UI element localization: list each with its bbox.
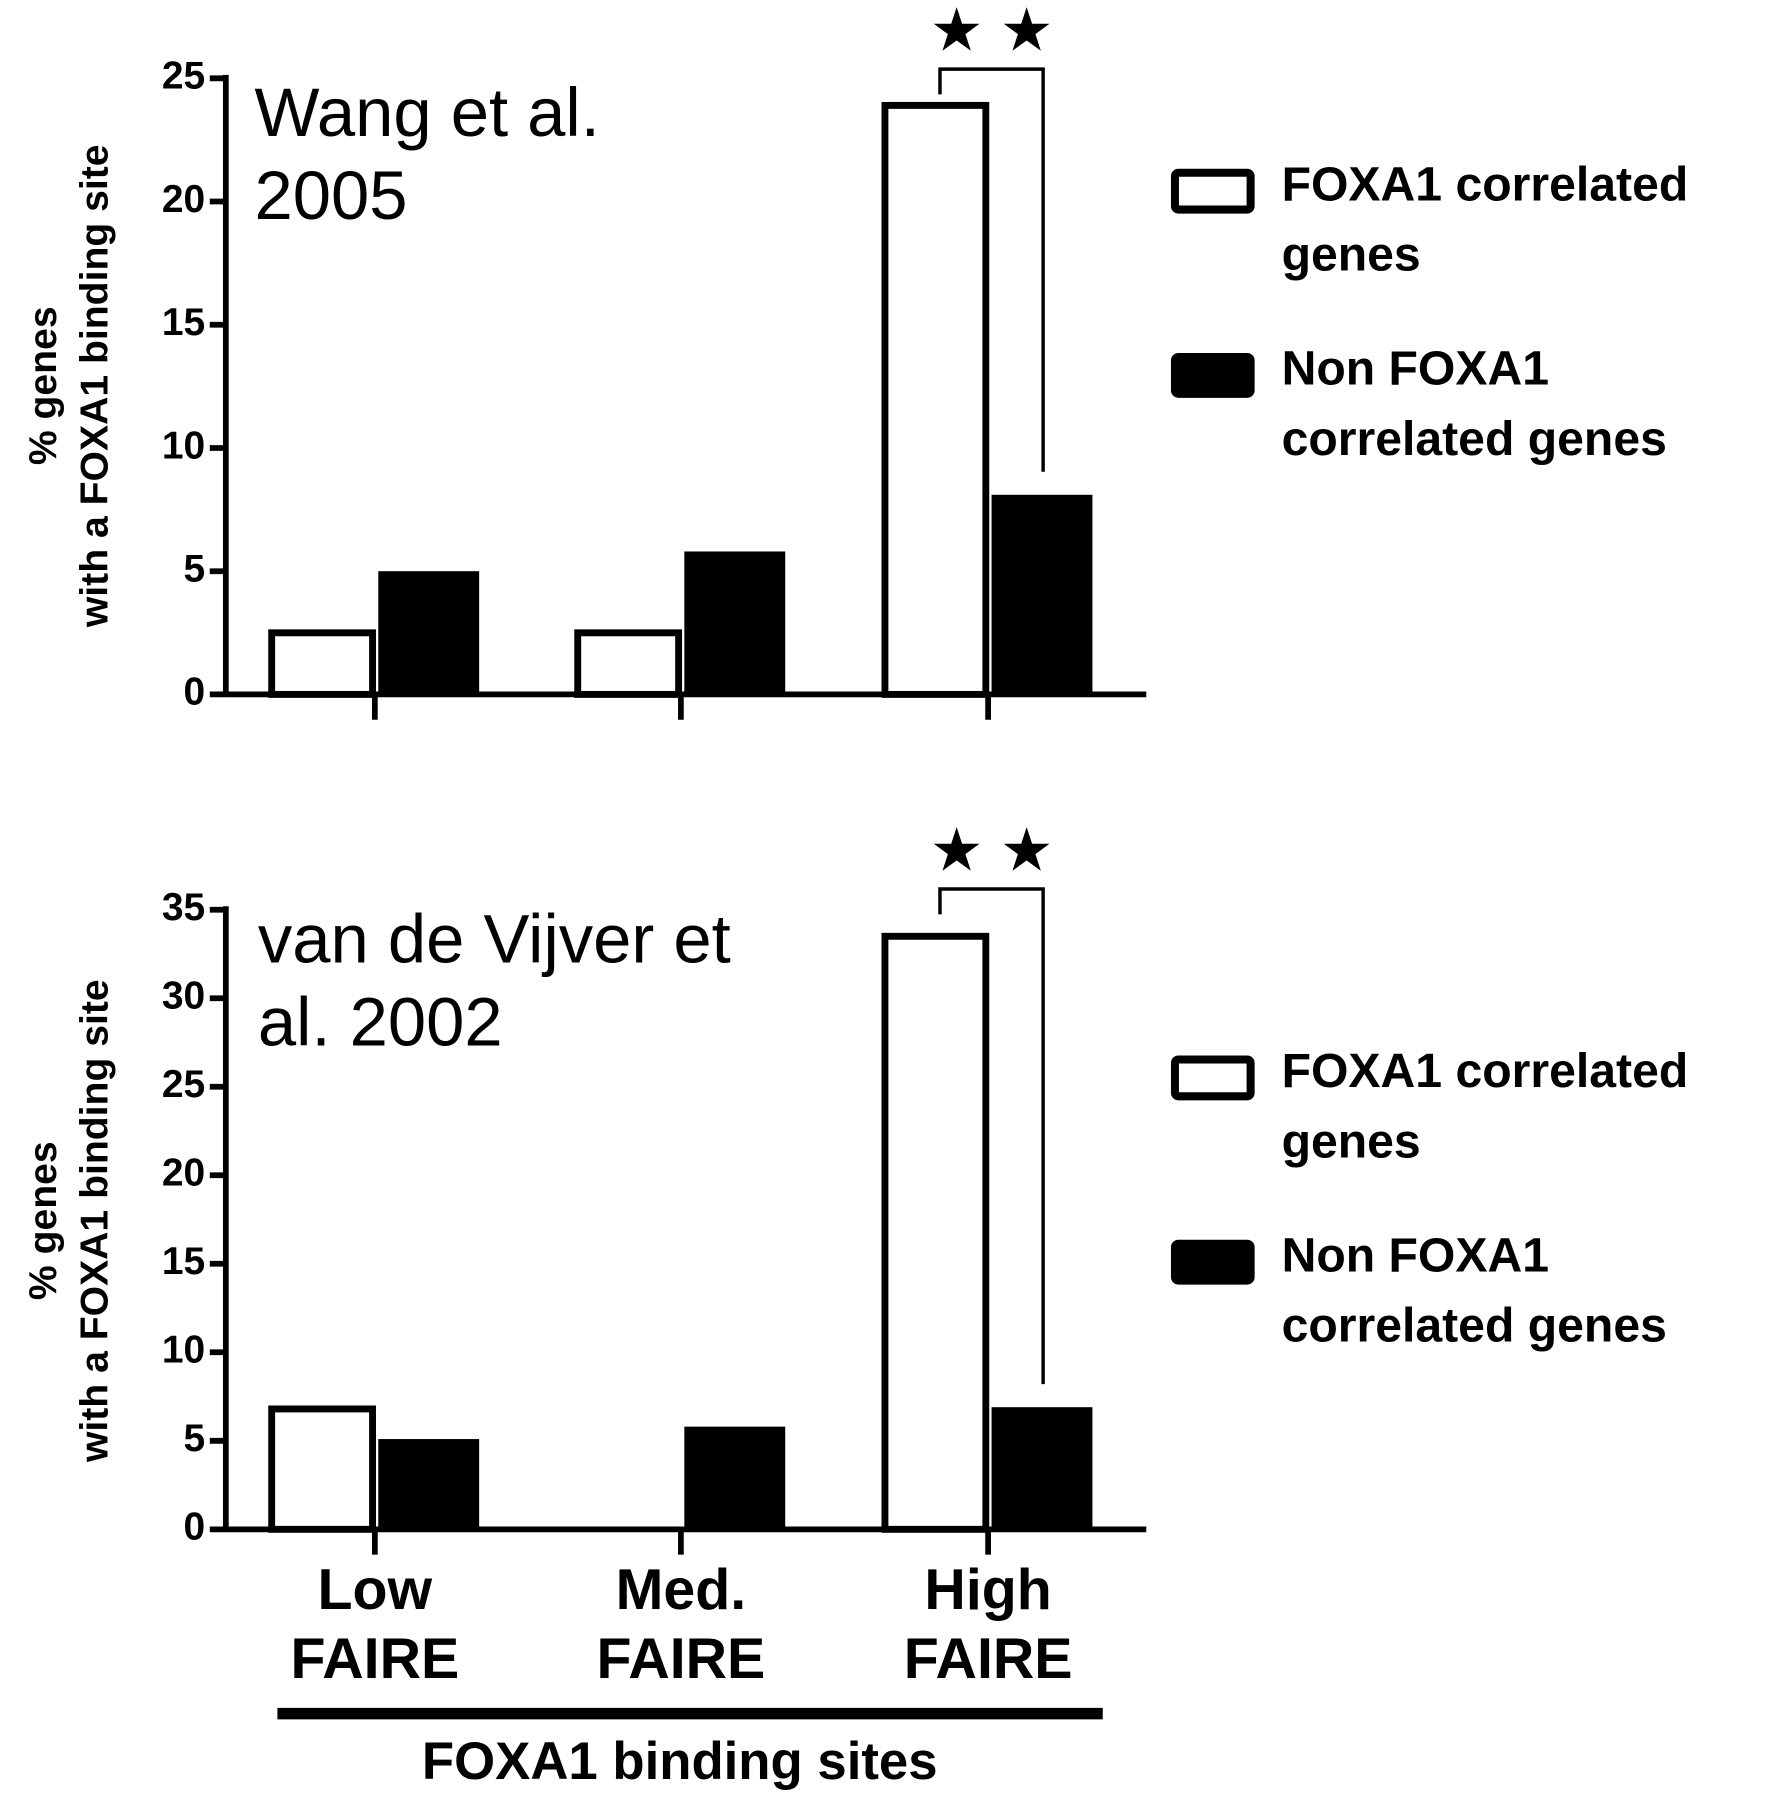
y-tick-label: 15 xyxy=(162,301,205,344)
legend-swatch xyxy=(1170,1239,1255,1285)
y-tick-label: 5 xyxy=(184,1417,206,1460)
bar xyxy=(881,932,990,1533)
legend-swatch xyxy=(1170,352,1255,398)
bar xyxy=(268,629,376,698)
bar xyxy=(684,551,786,695)
y-tick-label: 10 xyxy=(162,424,205,467)
legend-swatch xyxy=(1170,168,1255,214)
x-tick-label: Low FAIRE xyxy=(290,1556,460,1691)
legend-swatch xyxy=(1170,1055,1255,1101)
bar xyxy=(881,101,990,698)
y-tick-label: 20 xyxy=(162,1152,205,1195)
y-axis-label: % genes xyxy=(22,306,65,465)
bar xyxy=(991,1407,1093,1530)
legend-label: Non FOXA1 correlated genes xyxy=(1281,1227,1667,1352)
y-axis-label: with a FOXA1 binding site xyxy=(74,979,117,1463)
y-axis-label: with a FOXA1 binding site xyxy=(74,144,117,628)
bar xyxy=(574,629,683,698)
chart-title: van de Vijver et al. 2002 xyxy=(257,900,731,1061)
annotation: ★ ★ xyxy=(930,816,1053,883)
y-tick-label: 0 xyxy=(184,1506,206,1549)
y-tick-label: 25 xyxy=(162,1063,205,1106)
bar xyxy=(684,1426,786,1530)
bar xyxy=(378,1439,480,1530)
y-tick-label: 35 xyxy=(162,886,205,929)
y-tick-label: 10 xyxy=(162,1329,205,1372)
annotation: ★ ★ xyxy=(930,0,1053,63)
y-tick-label: 5 xyxy=(184,547,206,590)
legend-label: Non FOXA1 correlated genes xyxy=(1281,340,1667,466)
y-tick-label: 20 xyxy=(162,178,205,221)
x-tick-label: Med. FAIRE xyxy=(596,1556,766,1691)
x-axis-label: FOXA1 binding sites xyxy=(421,1730,938,1791)
y-axis-label: % genes xyxy=(22,1141,65,1300)
chart-title: Wang et al. 2005 xyxy=(254,73,600,234)
legend-label: FOXA1 correlated genes xyxy=(1281,156,1689,281)
y-tick-label: 0 xyxy=(184,671,206,714)
y-tick-label: 30 xyxy=(162,975,205,1018)
y-tick-label: 15 xyxy=(162,1240,205,1283)
y-tick-label: 25 xyxy=(162,55,205,98)
significance-bracket xyxy=(938,887,1045,1385)
bar xyxy=(378,571,480,695)
x-tick-label: High FAIRE xyxy=(903,1556,1073,1691)
legend-label: FOXA1 correlated genes xyxy=(1281,1043,1689,1168)
bar xyxy=(991,494,1093,695)
significance-bracket xyxy=(938,67,1045,472)
bar xyxy=(268,1405,376,1533)
